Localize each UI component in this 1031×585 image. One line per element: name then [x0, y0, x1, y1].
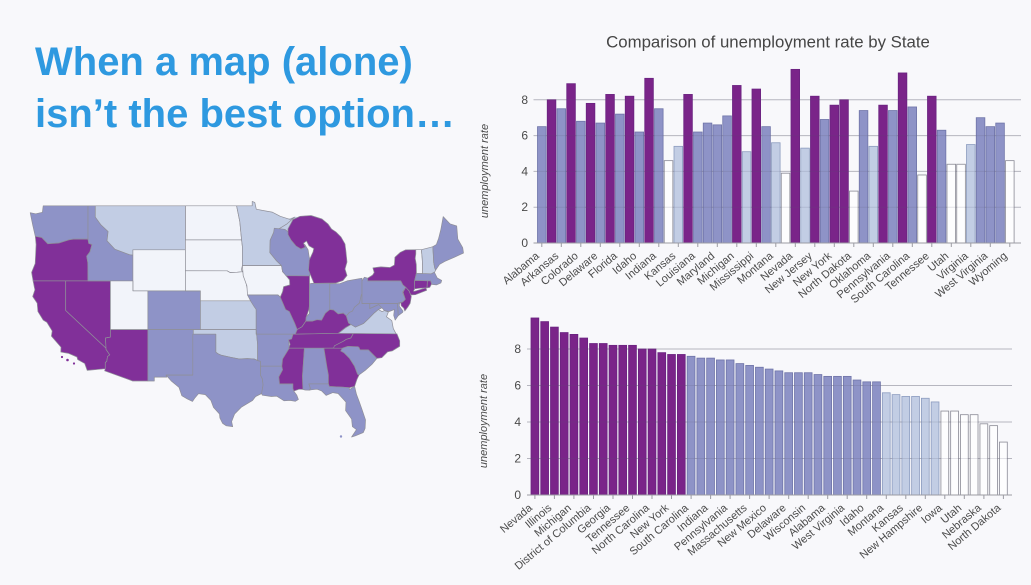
svg-text:unemployment rate: unemployment rate	[478, 374, 490, 468]
svg-text:Comparison of unemployment rat: Comparison of unemployment rate by State	[606, 33, 930, 52]
svg-text:0: 0	[514, 488, 521, 502]
svg-text:6: 6	[521, 129, 528, 143]
svg-text:4: 4	[514, 415, 521, 429]
svg-text:4: 4	[521, 164, 528, 178]
svg-text:0: 0	[521, 236, 528, 250]
svg-text:unemployment rate: unemployment rate	[479, 124, 491, 218]
svg-text:2: 2	[521, 200, 528, 214]
svg-text:8: 8	[521, 93, 528, 107]
svg-text:8: 8	[514, 342, 521, 356]
svg-text:2: 2	[514, 452, 521, 466]
svg-text:6: 6	[514, 379, 521, 393]
